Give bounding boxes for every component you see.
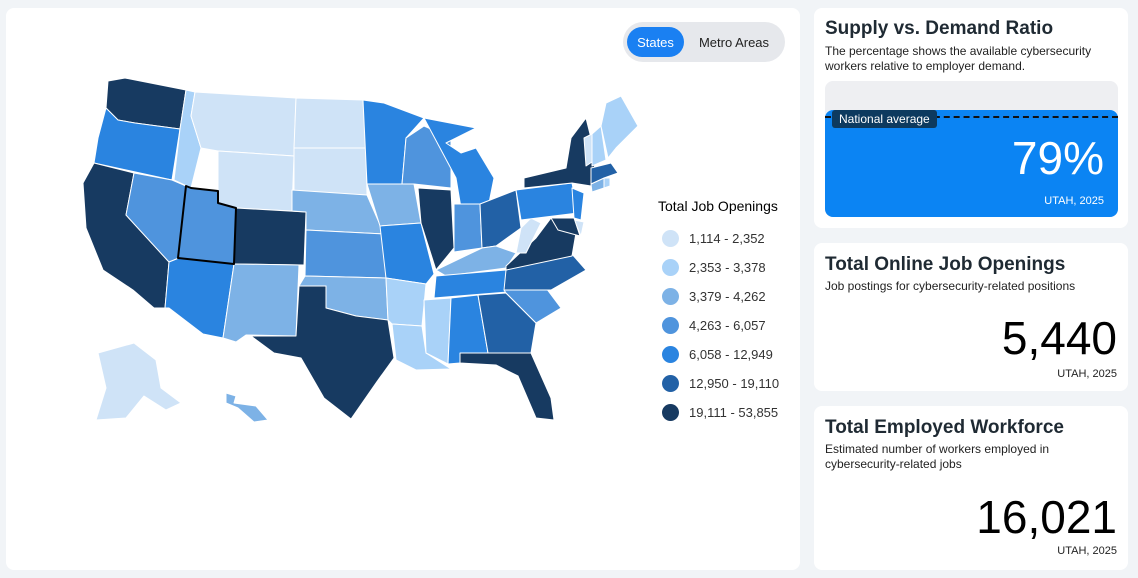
- legend-label: 12,950 - 19,110: [689, 376, 780, 391]
- state-fl[interactable]: [459, 352, 555, 421]
- state-mi[interactable]: [423, 117, 495, 209]
- state-ri[interactable]: [603, 177, 611, 189]
- legend-swatch: [662, 288, 679, 305]
- ratio-gauge: National average 79% UTAH, 2025: [825, 81, 1118, 217]
- state-ne[interactable]: [291, 189, 385, 235]
- us-choropleth-map[interactable]: [6, 8, 800, 570]
- employed-workforce-title: Total Employed Workforce: [825, 417, 1064, 438]
- legend-swatch: [662, 404, 679, 421]
- state-oh[interactable]: [479, 189, 522, 249]
- state-or[interactable]: [93, 107, 181, 181]
- state-nm[interactable]: [222, 263, 300, 343]
- legend-swatch: [662, 346, 679, 363]
- legend-label: 19,111 - 53,855: [689, 405, 779, 420]
- legend-swatch: [662, 230, 679, 247]
- state-az[interactable]: [164, 257, 235, 339]
- map-legend: Total Job Openings 1,114 - 2,352 2,353 - …: [658, 198, 790, 427]
- legend-item: 19,111 - 53,855: [658, 398, 790, 427]
- legend-swatch: [662, 317, 679, 334]
- legend-swatch: [662, 375, 679, 392]
- supply-demand-card: Supply vs. Demand Ratio The percentage s…: [814, 8, 1128, 228]
- state-il[interactable]: [417, 187, 455, 271]
- map-panel: States Metro Areas Total Job Openings 1,…: [6, 8, 800, 570]
- state-ar[interactable]: [385, 277, 427, 327]
- employed-workforce-card: Total Employed Workforce Estimated numbe…: [814, 406, 1128, 570]
- state-hi[interactable]: [225, 392, 269, 423]
- national-average-label: National average: [832, 110, 937, 128]
- national-average-line: [825, 116, 1118, 118]
- state-ga[interactable]: [477, 292, 537, 354]
- state-tx[interactable]: [250, 285, 395, 420]
- state-vt[interactable]: [583, 133, 593, 167]
- state-ma[interactable]: [590, 162, 619, 185]
- state-ak[interactable]: [95, 342, 182, 421]
- state-wv[interactable]: [515, 217, 542, 254]
- legend-label: 6,058 - 12,949: [689, 347, 773, 362]
- ratio-value: 79%: [1011, 132, 1104, 184]
- metro-areas-tab[interactable]: Metro Areas: [689, 27, 779, 57]
- state-la[interactable]: [391, 323, 452, 371]
- job-openings-title: Total Online Job Openings: [825, 254, 1066, 275]
- state-nj[interactable]: [571, 187, 585, 221]
- job-openings-location: UTAH, 2025: [1057, 368, 1117, 380]
- state-ms[interactable]: [423, 297, 452, 365]
- state-mt[interactable]: [190, 91, 297, 157]
- legend-label: 3,379 - 4,262: [689, 289, 766, 304]
- employed-workforce-value: 16,021: [976, 491, 1117, 543]
- legend-item: 1,114 - 2,352: [658, 224, 790, 253]
- job-openings-value: 5,440: [1001, 312, 1117, 364]
- legend-item: 12,950 - 19,110: [658, 369, 790, 398]
- legend-swatch: [662, 259, 679, 276]
- state-md[interactable]: [550, 217, 581, 237]
- legend-item: 3,379 - 4,262: [658, 282, 790, 311]
- state-wy[interactable]: [217, 150, 295, 212]
- state-sd[interactable]: [293, 147, 368, 196]
- state-co[interactable]: [233, 207, 307, 266]
- state-nd[interactable]: [293, 97, 367, 149]
- job-openings-card: Total Online Job Openings Job postings f…: [814, 243, 1128, 391]
- state-mo[interactable]: [379, 222, 435, 285]
- supply-demand-subtitle: The percentage shows the available cyber…: [825, 44, 1092, 73]
- view-toggle: States Metro Areas: [623, 22, 785, 62]
- state-ut[interactable]: [177, 185, 237, 265]
- legend-item: 4,263 - 6,057: [658, 311, 790, 340]
- state-in[interactable]: [453, 203, 483, 253]
- legend-label: 1,114 - 2,352: [689, 231, 765, 246]
- state-ks[interactable]: [304, 229, 387, 279]
- employed-workforce-subtitle: Estimated number of workers employed in …: [825, 442, 1050, 471]
- state-pa[interactable]: [515, 182, 579, 221]
- employed-workforce-location: UTAH, 2025: [1057, 545, 1117, 557]
- state-nh[interactable]: [591, 125, 607, 167]
- legend-item: 6,058 - 12,949: [658, 340, 790, 369]
- legend-item: 2,353 - 3,378: [658, 253, 790, 282]
- legend-title: Total Job Openings: [658, 198, 778, 214]
- state-me[interactable]: [600, 95, 639, 159]
- supply-demand-title: Supply vs. Demand Ratio: [825, 18, 1054, 39]
- states-tab[interactable]: States: [627, 27, 684, 57]
- job-openings-subtitle: Job postings for cybersecurity-related p…: [825, 279, 1076, 293]
- ratio-location: UTAH, 2025: [1044, 195, 1104, 207]
- legend-label: 2,353 - 3,378: [689, 260, 766, 275]
- legend-label: 4,263 - 6,057: [689, 318, 766, 333]
